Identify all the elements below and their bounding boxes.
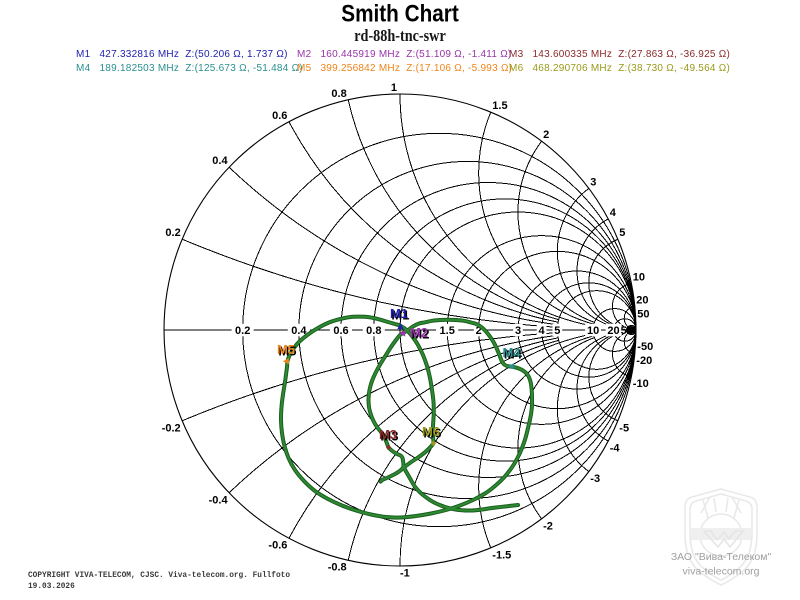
svg-text:1.5: 1.5 <box>440 325 455 337</box>
svg-text:M6: M6 <box>423 425 441 440</box>
svg-text:-0.4: -0.4 <box>209 494 229 506</box>
svg-text:COPYRIGHT VIVA-TELECOM, CJSC.: COPYRIGHT VIVA-TELECOM, CJSC. Viva-telec… <box>28 572 290 580</box>
svg-text:M1 427.332816 MHz Z:(50.206: M1 427.332816 MHz Z:(50.206 Ω, 1.737 Ω) <box>76 49 288 60</box>
svg-text:M2: M2 <box>410 325 428 340</box>
svg-text:viva-telecom.org: viva-telecom.org <box>682 566 759 578</box>
svg-text:-3: -3 <box>590 473 600 485</box>
svg-text:0.8: 0.8 <box>331 88 346 100</box>
svg-text:0.2: 0.2 <box>235 325 250 337</box>
svg-text:M6: M6 <box>422 424 440 439</box>
svg-text:ЗАО "Вива-Телеком": ЗАО "Вива-Телеком" <box>671 551 772 563</box>
svg-text:M5: M5 <box>278 343 296 358</box>
svg-text:M5: M5 <box>277 342 295 357</box>
svg-text:0.8: 0.8 <box>366 325 381 337</box>
svg-text:M6 468.290706 MHz Z:(38.730: M6 468.290706 MHz Z:(38.730 Ω, -49.564 Ω… <box>509 63 730 74</box>
svg-text:rd-88h-tnc-swr: rd-88h-tnc-swr <box>354 26 446 45</box>
svg-text:-10: -10 <box>633 378 649 390</box>
svg-text:3: 3 <box>590 176 596 188</box>
svg-text:-5: -5 <box>619 422 629 434</box>
svg-text:-0.6: -0.6 <box>268 540 287 552</box>
svg-text:0.4: 0.4 <box>291 325 307 337</box>
svg-text:5: 5 <box>619 227 625 239</box>
svg-text:-4: -4 <box>610 443 621 455</box>
svg-text:-0.2: -0.2 <box>162 422 181 434</box>
svg-text:1.5: 1.5 <box>492 100 507 112</box>
svg-text:M2: M2 <box>411 326 429 341</box>
svg-text:M5 399.256842 MHz Z:(17.106: M5 399.256842 MHz Z:(17.106 Ω, -5.993 Ω) <box>297 63 512 74</box>
svg-text:-1.5: -1.5 <box>492 549 511 561</box>
svg-text:M2 160.445919 MHz Z:(51.109: M2 160.445919 MHz Z:(51.109 Ω, -1.411 Ω) <box>297 49 512 60</box>
svg-text:0.2: 0.2 <box>165 227 180 239</box>
svg-text:M1: M1 <box>391 307 409 322</box>
svg-text:20: 20 <box>607 325 619 337</box>
svg-text:4: 4 <box>539 325 546 337</box>
svg-text:0.6: 0.6 <box>272 110 287 122</box>
svg-text:M4: M4 <box>502 345 521 360</box>
svg-text:10: 10 <box>633 271 645 283</box>
svg-text:M3: M3 <box>379 427 397 442</box>
svg-text:-2: -2 <box>543 520 553 532</box>
svg-text:-0.8: -0.8 <box>328 562 347 574</box>
svg-text:1: 1 <box>391 82 397 94</box>
svg-text:M3 143.600335 MHz Z:(27.863: M3 143.600335 MHz Z:(27.863 Ω, -36.925 Ω… <box>509 49 730 60</box>
svg-text:M4: M4 <box>504 346 523 361</box>
svg-text:-50: -50 <box>637 341 653 353</box>
svg-text:M3: M3 <box>380 428 398 443</box>
svg-text:4: 4 <box>610 207 617 219</box>
svg-text:2: 2 <box>543 129 549 141</box>
svg-text:5: 5 <box>554 325 560 337</box>
svg-text:20: 20 <box>636 295 648 307</box>
svg-text:50: 50 <box>637 309 649 321</box>
svg-text:10: 10 <box>587 325 599 337</box>
svg-text:-20: -20 <box>636 355 652 367</box>
svg-text:3: 3 <box>515 325 521 337</box>
svg-text:M1: M1 <box>390 306 408 321</box>
svg-text:Smith Chart: Smith Chart <box>341 1 459 28</box>
svg-text:M4 189.182503 MHz Z:(125.67: M4 189.182503 MHz Z:(125.673 Ω, -51.484 … <box>76 63 303 74</box>
svg-text:2: 2 <box>476 325 482 337</box>
svg-text:0.6: 0.6 <box>333 325 348 337</box>
svg-text:-1: -1 <box>400 568 410 580</box>
svg-text:0.4: 0.4 <box>212 155 228 167</box>
svg-text:19.03.2026: 19.03.2026 <box>28 583 75 591</box>
